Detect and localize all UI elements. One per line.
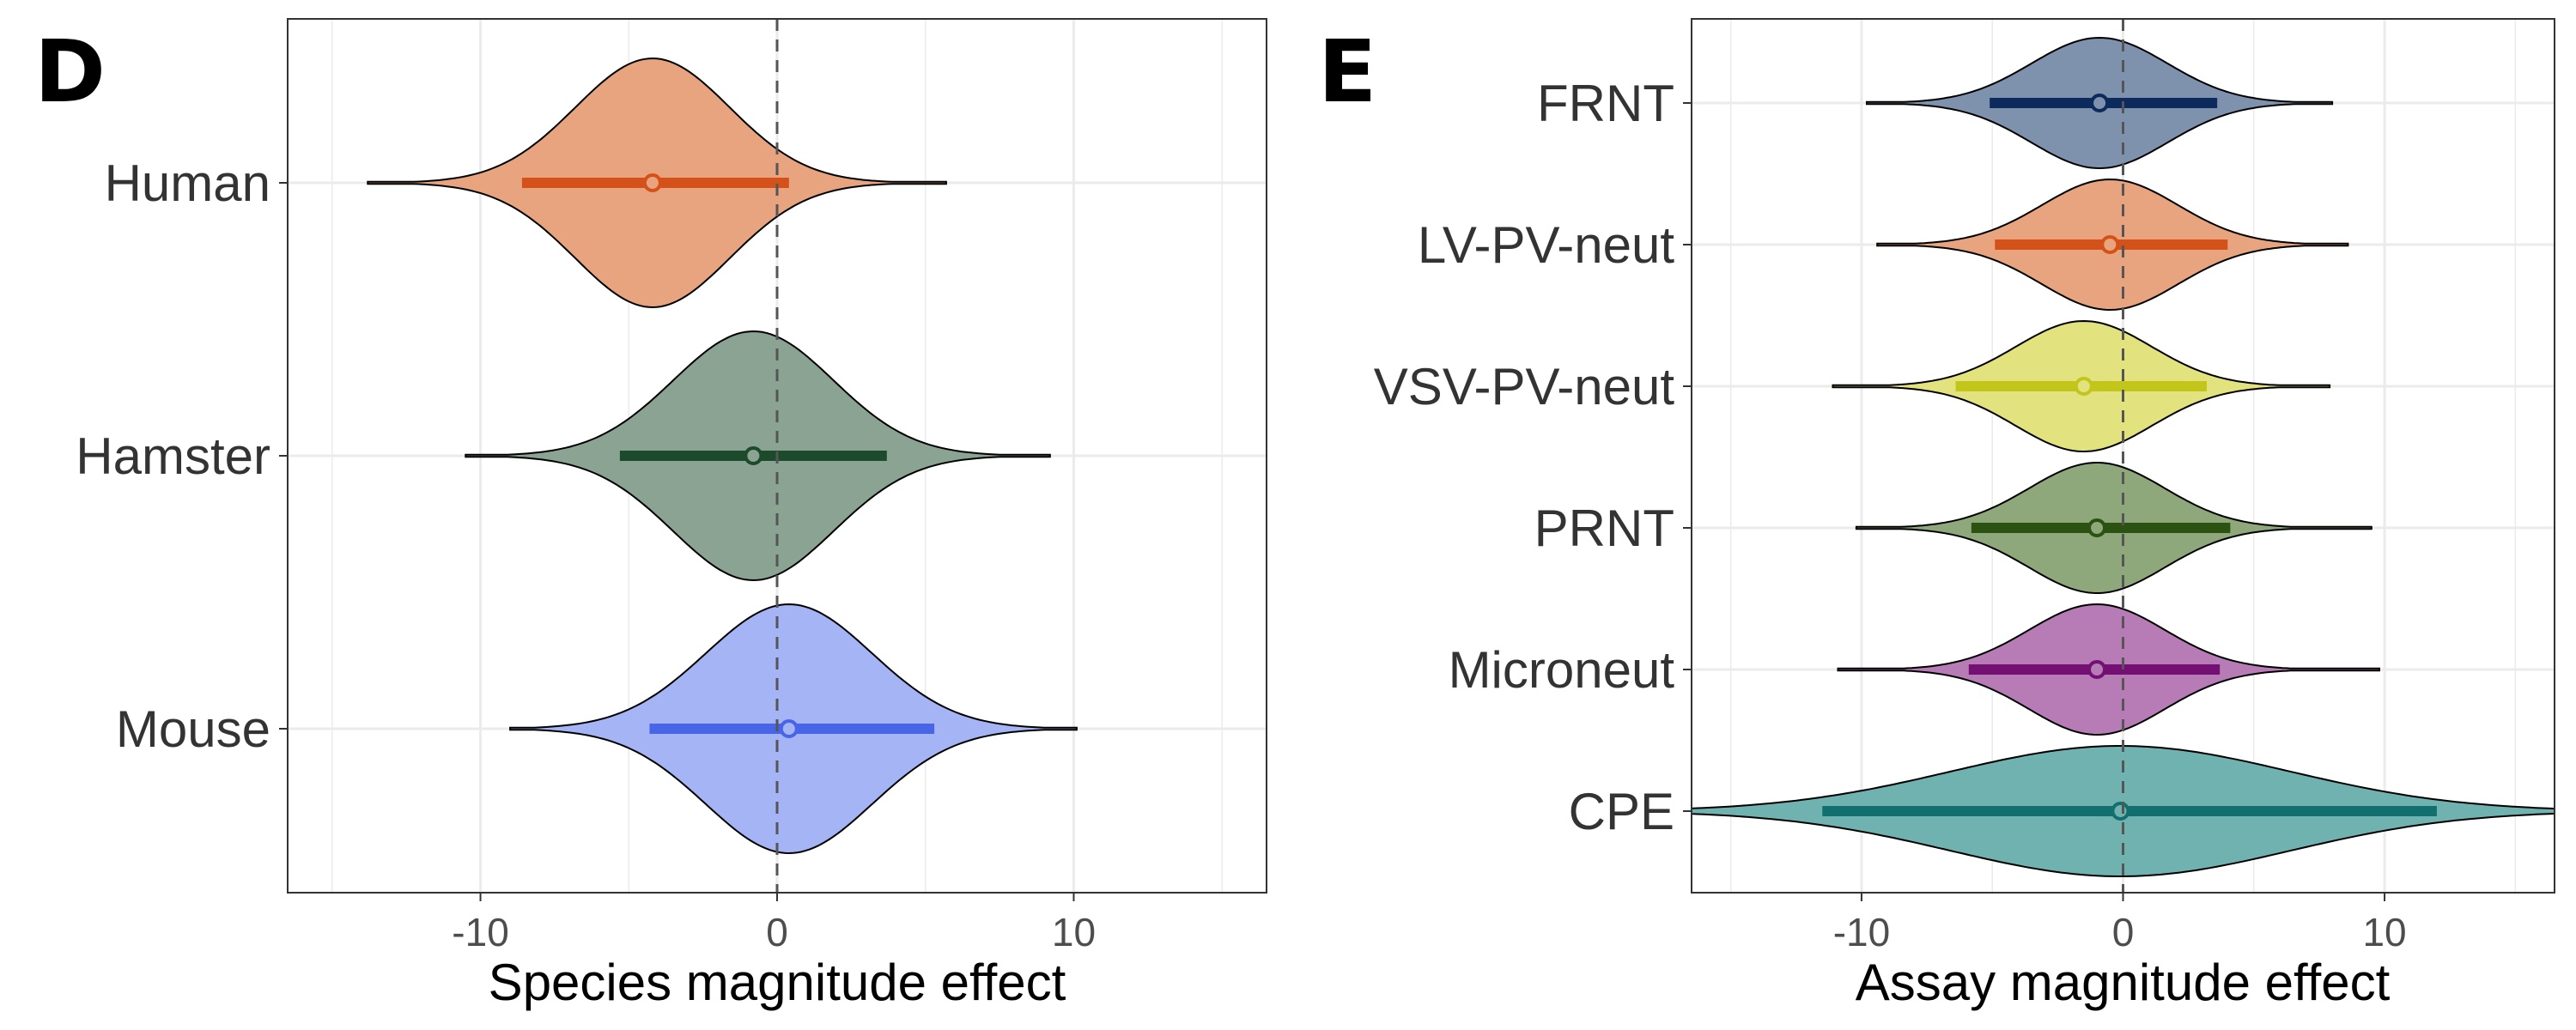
x-tick-label: -10 <box>1833 910 1890 954</box>
y-axis-e: FRNT LV-PV-neut VSV-PV-neut PRNT Microneut CP… <box>1374 75 1692 840</box>
y-tick-label-vsv-pv-neut: VSV-PV-neut <box>1374 358 1675 415</box>
y-tick-label-cpe: CPE <box>1569 783 1674 840</box>
y-tick-label-prnt: PRNT <box>1534 500 1674 557</box>
y-tick-label-lv-pv-neut: LV-PV-neut <box>1418 216 1674 274</box>
x-tick-label: 0 <box>2112 910 2135 954</box>
center-point-lv-pv-neut <box>2100 235 2120 254</box>
x-axis-title-e: Assay magnitude effect <box>1856 954 2391 1011</box>
violins-d <box>367 57 1078 855</box>
center-point-vsv-pv-neut <box>2074 377 2093 396</box>
x-axis-d: -10 0 10 <box>452 893 1096 954</box>
center-point-microneut <box>2087 660 2107 679</box>
x-tick-label: -10 <box>452 910 508 954</box>
y-tick-label-microneut: Microneut <box>1449 641 1675 699</box>
y-tick-label-hamster: Hamster <box>76 427 270 485</box>
panel-label-e: E <box>1318 21 1376 122</box>
x-axis-title-d: Species magnitude effect <box>489 954 1066 1011</box>
center-point-cpe <box>2111 802 2130 821</box>
y-tick-label-frnt: FRNT <box>1537 75 1674 132</box>
x-axis-e: -10 0 10 <box>1833 893 2407 954</box>
y-tick-label-human: Human <box>105 154 270 212</box>
center-point-hamster <box>744 446 763 465</box>
center-point-frnt <box>2090 94 2110 112</box>
center-point-human <box>642 173 662 192</box>
center-point-prnt <box>2087 518 2107 537</box>
y-tick-label-mouse: Mouse <box>116 700 270 758</box>
x-tick-label: 10 <box>1052 910 1096 954</box>
x-tick-label: 0 <box>766 910 788 954</box>
panel-e: E FRNT LV-PV-neut VSV-PV-neut PRNT Microneut… <box>1318 18 2555 1011</box>
panel-label-d: D <box>34 21 106 122</box>
y-axis-d: Human Hamster Mouse <box>76 154 288 758</box>
center-point-mouse <box>779 719 799 738</box>
panel-d: D Human Hamster Mouse -10 0 10 Species magni… <box>34 18 1267 1011</box>
x-tick-label: 10 <box>2362 910 2406 954</box>
